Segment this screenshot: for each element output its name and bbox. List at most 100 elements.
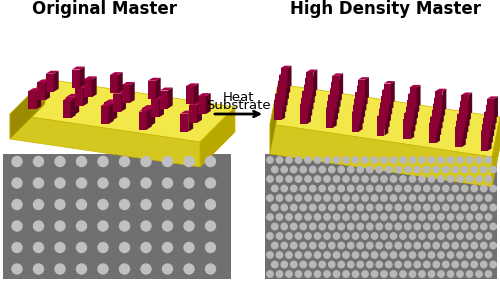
- Circle shape: [141, 178, 151, 188]
- Circle shape: [162, 221, 172, 231]
- Circle shape: [466, 195, 472, 201]
- Polygon shape: [356, 92, 362, 113]
- Circle shape: [390, 195, 396, 201]
- Polygon shape: [304, 82, 315, 85]
- Circle shape: [442, 261, 449, 268]
- Circle shape: [290, 223, 297, 230]
- Circle shape: [452, 242, 458, 249]
- Circle shape: [352, 195, 358, 201]
- Circle shape: [343, 252, 349, 258]
- Circle shape: [352, 233, 358, 239]
- Circle shape: [466, 271, 472, 277]
- Circle shape: [428, 176, 434, 182]
- Circle shape: [381, 271, 387, 277]
- Circle shape: [286, 176, 292, 182]
- Circle shape: [390, 214, 396, 220]
- Circle shape: [334, 214, 340, 220]
- Circle shape: [310, 242, 316, 249]
- Circle shape: [400, 176, 406, 182]
- Polygon shape: [72, 70, 80, 87]
- Circle shape: [419, 195, 425, 201]
- Polygon shape: [404, 111, 415, 113]
- Polygon shape: [285, 78, 289, 101]
- Polygon shape: [483, 116, 494, 118]
- Circle shape: [410, 252, 416, 258]
- Polygon shape: [468, 92, 472, 115]
- Circle shape: [404, 166, 411, 173]
- Polygon shape: [410, 87, 416, 107]
- Circle shape: [490, 223, 496, 230]
- Circle shape: [376, 185, 382, 192]
- Circle shape: [314, 176, 320, 182]
- Circle shape: [466, 233, 472, 239]
- Polygon shape: [305, 78, 312, 98]
- Circle shape: [442, 166, 449, 173]
- Circle shape: [12, 243, 22, 252]
- Circle shape: [184, 199, 194, 210]
- Polygon shape: [46, 71, 59, 74]
- Polygon shape: [122, 85, 130, 103]
- Circle shape: [328, 242, 335, 249]
- Polygon shape: [307, 102, 311, 124]
- Circle shape: [267, 214, 273, 220]
- Circle shape: [206, 264, 216, 274]
- Polygon shape: [121, 91, 126, 112]
- Polygon shape: [488, 128, 492, 151]
- Circle shape: [410, 271, 416, 277]
- Circle shape: [428, 252, 434, 258]
- Circle shape: [419, 252, 425, 258]
- Circle shape: [386, 261, 392, 268]
- Circle shape: [55, 178, 65, 188]
- Circle shape: [267, 157, 273, 163]
- Circle shape: [162, 157, 172, 166]
- Circle shape: [476, 176, 482, 182]
- Polygon shape: [180, 111, 193, 114]
- Circle shape: [305, 195, 311, 201]
- Polygon shape: [332, 73, 343, 76]
- Circle shape: [357, 261, 364, 268]
- Polygon shape: [378, 116, 384, 136]
- Polygon shape: [463, 118, 467, 141]
- Circle shape: [55, 264, 65, 274]
- Circle shape: [286, 271, 292, 277]
- Polygon shape: [352, 112, 358, 132]
- Polygon shape: [83, 85, 88, 106]
- Polygon shape: [130, 82, 134, 103]
- Circle shape: [438, 252, 444, 258]
- Polygon shape: [328, 92, 340, 95]
- Circle shape: [366, 185, 373, 192]
- Circle shape: [462, 204, 468, 211]
- Circle shape: [457, 252, 463, 258]
- Circle shape: [386, 166, 392, 173]
- Circle shape: [324, 157, 330, 163]
- Circle shape: [98, 221, 108, 231]
- Polygon shape: [455, 127, 462, 147]
- Circle shape: [162, 178, 172, 188]
- Circle shape: [310, 204, 316, 211]
- Circle shape: [305, 271, 311, 277]
- Polygon shape: [461, 95, 468, 115]
- Circle shape: [486, 195, 492, 201]
- Bar: [265, 154, 497, 279]
- Polygon shape: [330, 86, 340, 89]
- Circle shape: [448, 195, 454, 201]
- Polygon shape: [75, 88, 83, 106]
- Polygon shape: [113, 94, 121, 112]
- Circle shape: [352, 252, 358, 258]
- Polygon shape: [28, 91, 36, 109]
- Circle shape: [310, 223, 316, 230]
- Polygon shape: [100, 106, 108, 124]
- Polygon shape: [200, 107, 235, 167]
- Circle shape: [424, 223, 430, 230]
- Polygon shape: [270, 124, 492, 187]
- Circle shape: [471, 166, 478, 173]
- Circle shape: [457, 157, 463, 163]
- Circle shape: [141, 157, 151, 166]
- Polygon shape: [206, 93, 210, 114]
- Circle shape: [319, 223, 326, 230]
- Polygon shape: [75, 85, 88, 88]
- Polygon shape: [441, 95, 445, 118]
- Circle shape: [343, 176, 349, 182]
- Circle shape: [328, 185, 335, 192]
- Circle shape: [334, 252, 340, 258]
